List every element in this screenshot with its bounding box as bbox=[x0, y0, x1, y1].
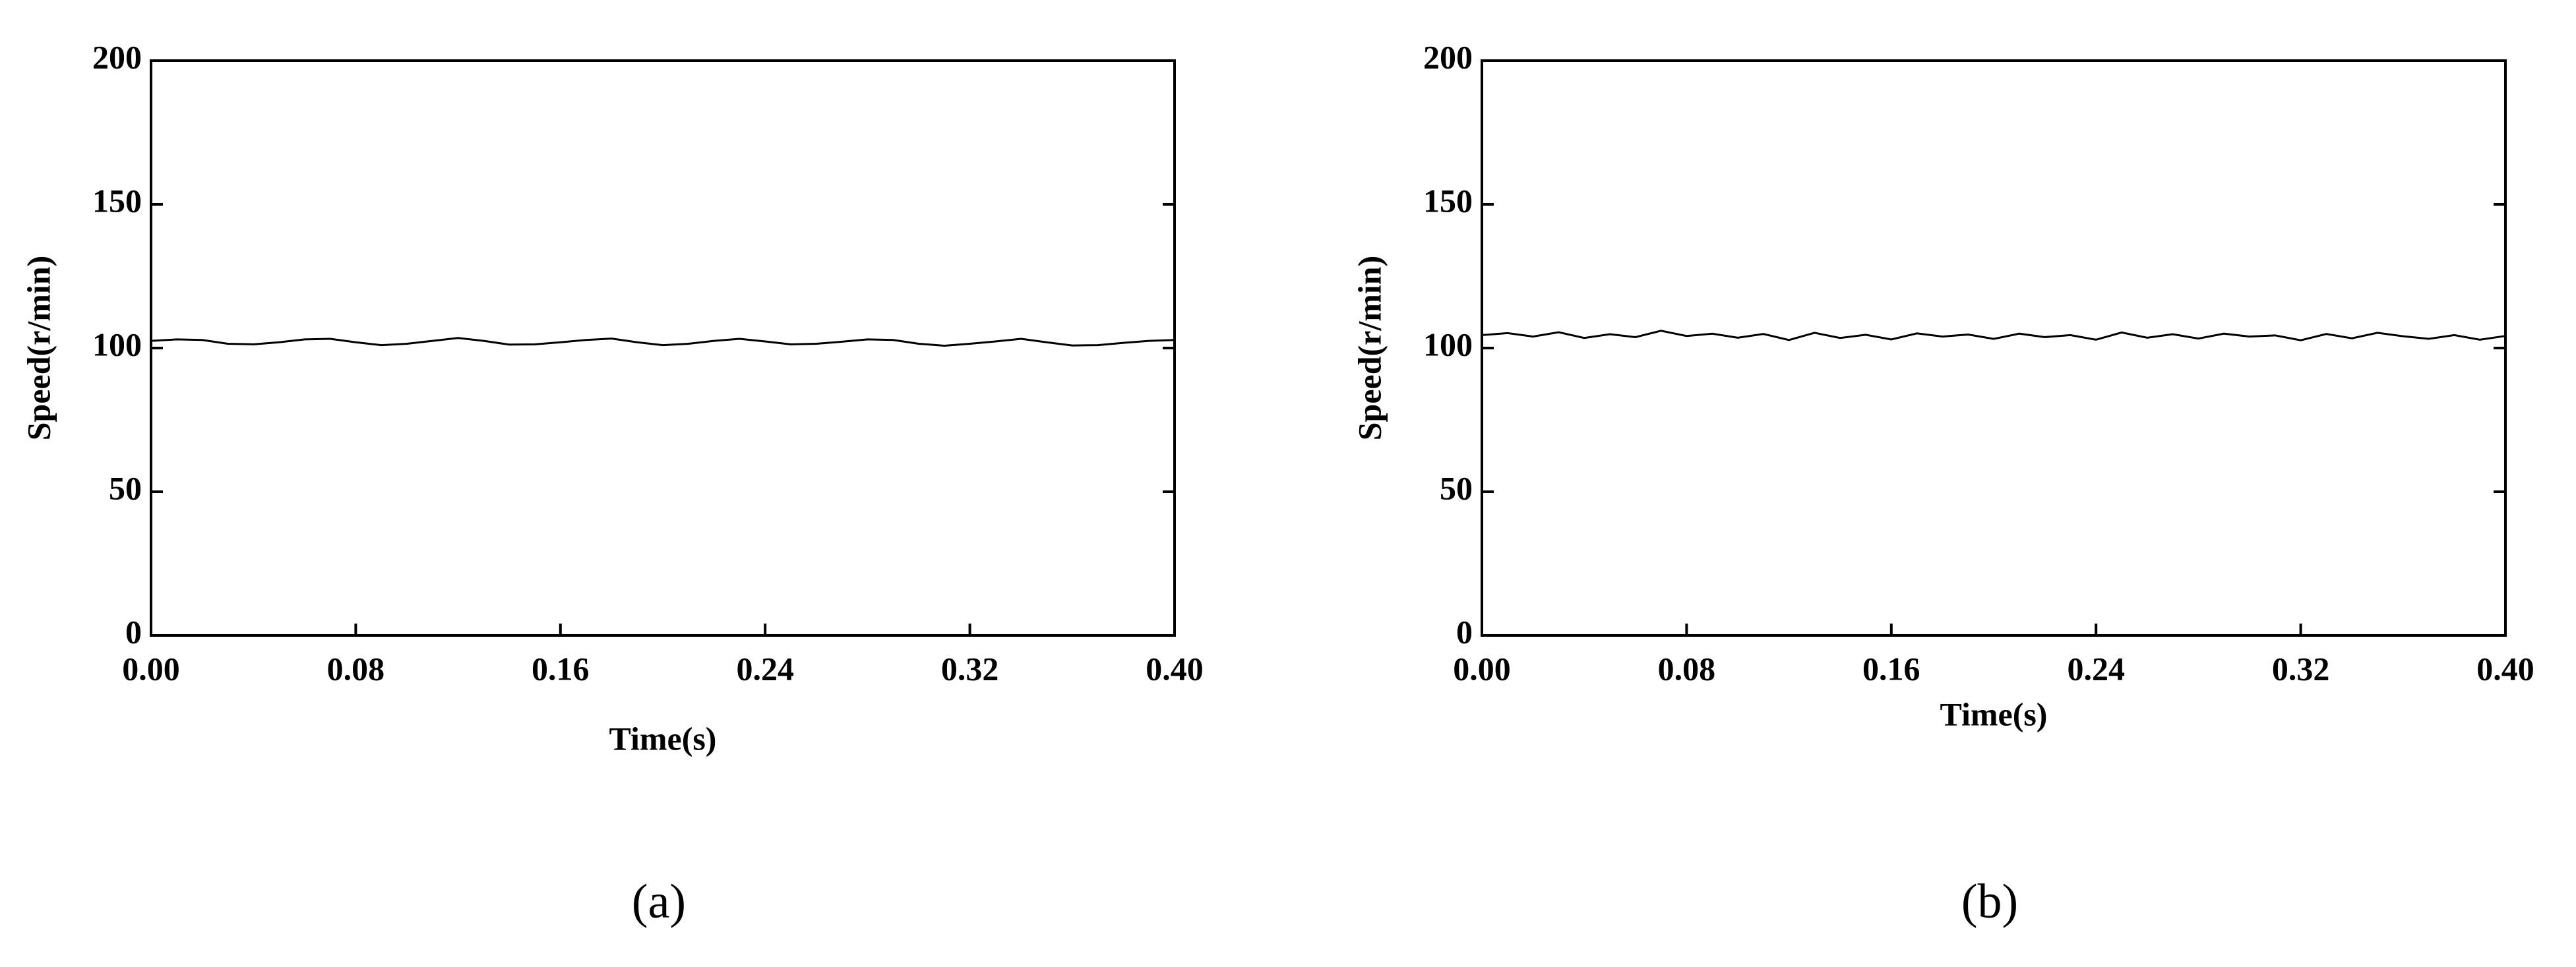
plot-frame bbox=[1481, 59, 2507, 637]
y-tick-label: 0 bbox=[1456, 613, 1473, 650]
y-tick-label: 50 bbox=[109, 469, 142, 506]
y-axis-title: Speed(r/min) bbox=[1351, 256, 1388, 441]
x-tick-label: 0.00 bbox=[1453, 650, 1511, 687]
caption: (a) bbox=[632, 875, 686, 929]
x-tick-label: 0.16 bbox=[1862, 650, 1920, 687]
x-tick-label: 0.32 bbox=[941, 650, 999, 687]
y-tick-label: 100 bbox=[1423, 326, 1473, 363]
y-tick-label: 200 bbox=[1423, 38, 1473, 75]
x-tick-label: 0.32 bbox=[2272, 650, 2330, 687]
y-axis-title: Speed(r/min) bbox=[20, 256, 57, 441]
plot-frame bbox=[150, 59, 1176, 637]
x-tick-label: 0.40 bbox=[2476, 650, 2534, 687]
y-tick-label: 0 bbox=[125, 613, 142, 650]
speed-line bbox=[1481, 330, 2506, 341]
speed-line bbox=[150, 337, 1175, 347]
x-tick-label: 0.24 bbox=[2067, 650, 2125, 687]
y-tick-label: 100 bbox=[92, 326, 142, 363]
x-tick-label: 0.16 bbox=[532, 650, 590, 687]
caption: (b) bbox=[1961, 875, 2018, 929]
x-axis-title: Time(s) bbox=[1940, 695, 2048, 732]
y-tick-label: 50 bbox=[1440, 469, 1473, 506]
x-tick-label: 0.24 bbox=[736, 650, 794, 687]
x-axis-title: Time(s) bbox=[609, 720, 717, 757]
x-tick-label: 0.08 bbox=[327, 650, 385, 687]
y-tick-label: 150 bbox=[1423, 182, 1473, 219]
y-tick-label: 150 bbox=[92, 182, 142, 219]
x-tick-label: 0.00 bbox=[122, 650, 180, 687]
x-tick-label: 0.08 bbox=[1658, 650, 1716, 687]
x-tick-label: 0.40 bbox=[1146, 650, 1204, 687]
y-tick-label: 200 bbox=[92, 38, 142, 75]
